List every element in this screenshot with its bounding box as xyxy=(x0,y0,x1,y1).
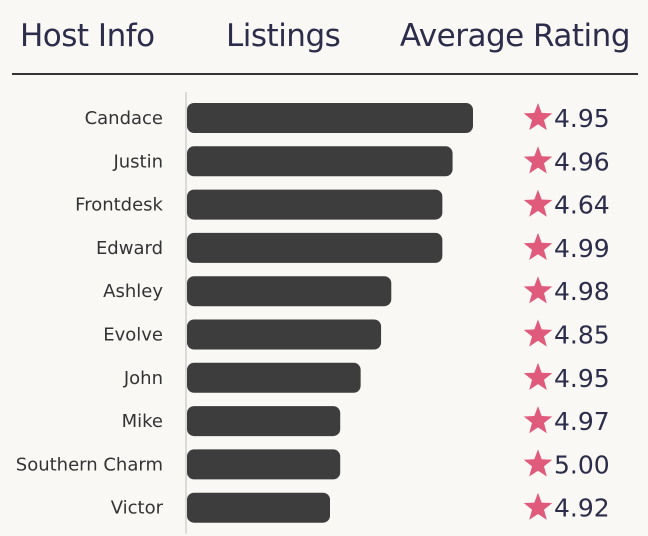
host-name-label: Candace xyxy=(85,108,163,129)
header-divider xyxy=(12,73,638,75)
host-name-label: Edward xyxy=(96,238,163,259)
rating-value: 4.98 xyxy=(554,277,610,306)
host-name-label: Ashley xyxy=(103,281,163,302)
rating-value: 4.97 xyxy=(554,407,610,436)
rating-value: 4.64 xyxy=(554,191,610,220)
listing-bar xyxy=(187,449,341,480)
rating-value: 4.96 xyxy=(554,147,610,176)
host-info-header: Host Info xyxy=(20,18,155,54)
listing-bar xyxy=(187,406,341,437)
star-icon xyxy=(523,232,553,261)
listing-bar xyxy=(187,492,330,523)
listing-bar xyxy=(187,362,361,393)
listing-bar xyxy=(187,276,392,307)
listing-bar xyxy=(187,319,382,350)
star-icon xyxy=(523,492,553,520)
listings-header: Listings xyxy=(226,18,341,54)
rating-value: 4.95 xyxy=(554,364,610,393)
host-name-label: Southern Charm xyxy=(16,454,163,475)
listing-bar xyxy=(187,232,443,263)
star-icon xyxy=(523,449,553,477)
host-name-label: John xyxy=(123,368,163,389)
listing-bar xyxy=(187,189,443,220)
host-name-label: Evolve xyxy=(103,325,163,346)
rating-value: 4.92 xyxy=(554,494,610,523)
rating-value: 4.85 xyxy=(554,321,610,350)
star-icon xyxy=(523,276,553,304)
star-icon xyxy=(523,146,553,174)
rating-value: 5.00 xyxy=(554,450,610,479)
star-icon xyxy=(523,319,553,347)
star-icon xyxy=(523,189,553,217)
host-name-label: Victor xyxy=(111,498,164,519)
host-name-label: Frontdesk xyxy=(75,195,163,216)
listing-bar xyxy=(187,103,473,133)
listing-bar xyxy=(187,146,453,177)
star-icon xyxy=(523,406,553,434)
rating-value: 4.95 xyxy=(554,104,610,133)
host-name-label: Mike xyxy=(122,411,163,432)
host-name-label: Justin xyxy=(112,151,163,172)
star-icon xyxy=(523,362,553,390)
rating-value: 4.99 xyxy=(554,234,610,263)
star-icon xyxy=(523,103,553,131)
average-rating-header: Average Rating xyxy=(399,18,631,54)
